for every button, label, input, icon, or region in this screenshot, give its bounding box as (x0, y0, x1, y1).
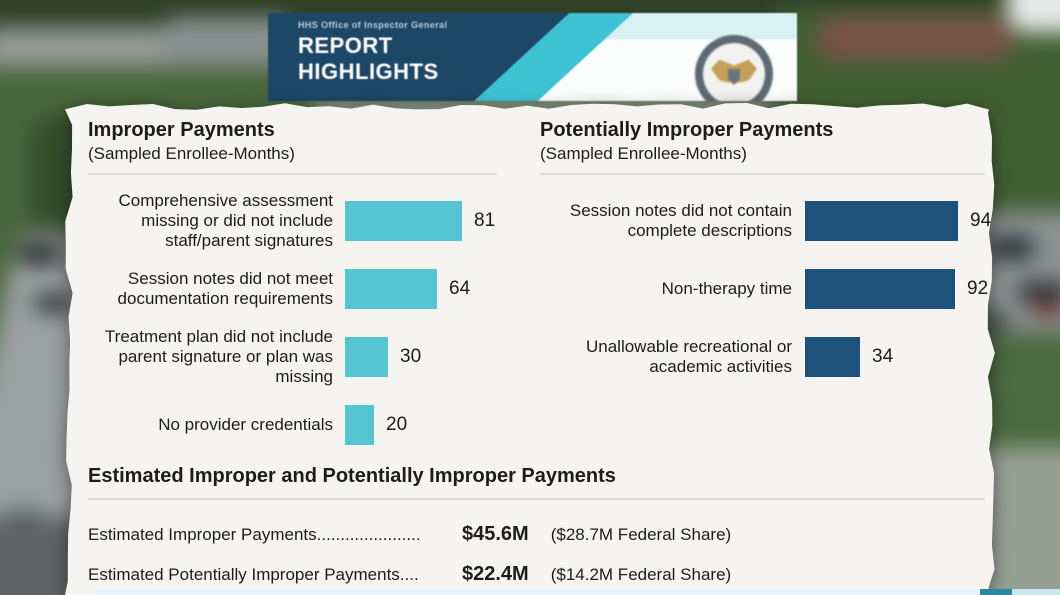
lower-third-strip-faint (1012, 589, 1060, 595)
bar-value: 30 (400, 346, 422, 367)
bar-label: Session notes did not contain complete d… (569, 201, 792, 240)
bg-car (987, 237, 1035, 259)
bar-row: Session notes did not contain complete d… (540, 187, 991, 255)
summary-note: ($14.2M Federal Share) (550, 565, 732, 584)
bar-label: Comprehensive assessment missing or did … (118, 191, 333, 250)
summary-heading: Estimated Improper and Potentially Impro… (88, 465, 616, 487)
shield-emblem (728, 69, 740, 85)
bar-value: 94 (970, 210, 992, 231)
bar-label: Unallowable recreational or academic act… (585, 337, 792, 376)
bg-car (17, 244, 63, 264)
summary-note: ($28.7M Federal Share) (550, 525, 732, 544)
bar-row: Non-therapy time 92 (540, 255, 991, 323)
bar-value: 92 (967, 278, 989, 299)
bar-row: No provider credentials 20 (88, 391, 497, 459)
seal-inner (703, 43, 765, 101)
bg-rooftops (817, 17, 1012, 59)
lower-third-strip (95, 589, 980, 595)
bar-rows: Comprehensive assessment missing or did … (88, 187, 497, 459)
divider (88, 173, 497, 175)
summary-label: Estimated Potentially Improper Payments.… (88, 565, 419, 584)
bar-row: Comprehensive assessment missing or did … (88, 187, 497, 255)
bar (805, 269, 955, 309)
bar-row: Session notes did not meet documentation… (88, 255, 497, 323)
bg-sky (1007, 0, 1060, 32)
banner-text-block: HHS Office of Inspector General REPORT H… (298, 20, 447, 85)
summary-label: Estimated Improper Payments.............… (88, 525, 421, 544)
report-card-wrapper: Improper Payments (Sampled Enrollee-Mont… (65, 103, 995, 595)
chart-title: Potentially Improper Payments (540, 119, 834, 141)
bar-label: No provider credentials (158, 415, 333, 434)
chart-subtitle: (Sampled Enrollee-Months) (88, 144, 295, 163)
hhs-oig-seal-icon (695, 35, 773, 101)
bar-value: 64 (449, 278, 471, 299)
bar (345, 201, 462, 241)
banner-title: REPORT HIGHLIGHTS (298, 33, 447, 85)
chart-subtitle: (Sampled Enrollee-Months) (540, 144, 747, 163)
bar (345, 405, 374, 445)
report-card: Improper Payments (Sampled Enrollee-Mont… (65, 103, 995, 595)
agency-name: HHS Office of Inspector General (298, 20, 448, 30)
bar (805, 337, 860, 377)
bar (345, 269, 437, 309)
bar-label: Treatment plan did not include parent si… (104, 327, 333, 386)
report-highlights-banner: HHS Office of Inspector General REPORT H… (268, 13, 797, 101)
banner-title-line1: REPORT (298, 33, 393, 58)
bar-row: Treatment plan did not include parent si… (88, 323, 497, 391)
summary-value: $22.4M (462, 563, 529, 585)
bar-label: Session notes did not meet documentation… (117, 269, 333, 308)
potentially-improper-payments-chart: Potentially Improper Payments (Sampled E… (540, 117, 991, 391)
divider (540, 173, 985, 175)
bar-rows: Session notes did not contain complete d… (540, 187, 991, 391)
bg-car (1017, 282, 1060, 302)
summary-value: $45.6M (462, 523, 529, 545)
bar (345, 337, 388, 377)
lower-third-strip-accent (980, 589, 1012, 595)
bar-label: Non-therapy time (661, 279, 792, 298)
chart-title: Improper Payments (88, 119, 275, 141)
improper-payments-chart: Improper Payments (Sampled Enrollee-Mont… (88, 117, 497, 459)
bg-car (34, 294, 74, 312)
bar-row: Unallowable recreational or academic act… (540, 323, 991, 391)
divider (88, 498, 985, 500)
bg-car-red (1032, 302, 1060, 318)
summary-row: Estimated Potentially Improper Payments.… (88, 563, 985, 586)
estimated-payments-summary: Estimated Improper and Potentially Impro… (88, 463, 985, 586)
summary-row: Estimated Improper Payments.............… (88, 523, 985, 546)
banner-title-line2: HIGHLIGHTS (298, 59, 439, 84)
summary-rows: Estimated Improper Payments.............… (88, 523, 985, 586)
bar-value: 34 (872, 346, 894, 367)
bar (805, 201, 958, 241)
bar-value: 81 (474, 210, 496, 231)
bar-value: 20 (386, 414, 408, 435)
